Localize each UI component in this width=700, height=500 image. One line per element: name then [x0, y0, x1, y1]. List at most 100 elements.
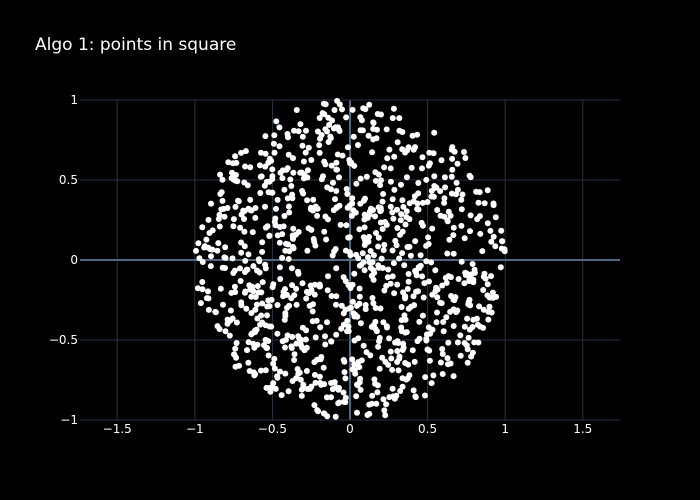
scatter-point — [370, 300, 377, 307]
scatter-point — [361, 267, 368, 274]
scatter-point — [214, 323, 221, 330]
scatter-point — [241, 228, 248, 235]
scatter-point — [326, 121, 333, 128]
scatter-point — [205, 288, 211, 295]
scatter-point — [248, 310, 255, 316]
scatter-point — [325, 273, 331, 280]
scatter-point — [329, 386, 336, 393]
scatter-point — [340, 389, 347, 396]
scatter-point — [401, 262, 408, 269]
scatter-point — [293, 340, 300, 347]
scatter-point — [196, 255, 203, 262]
scatter-point — [455, 276, 462, 282]
scatter-point — [266, 232, 273, 239]
scatter-point — [423, 176, 430, 183]
scatter-point — [259, 239, 266, 246]
scatter-point — [346, 305, 353, 312]
scatter-point — [372, 177, 379, 184]
scatter-point — [466, 275, 473, 282]
scatter-point — [405, 305, 412, 312]
scatter-point — [216, 211, 223, 218]
scatter-point — [448, 190, 455, 197]
scatter-point — [378, 255, 385, 262]
scatter-point — [375, 234, 382, 241]
scatter-point — [208, 200, 214, 207]
scatter-point — [271, 149, 278, 156]
scatter-point — [268, 157, 275, 164]
scatter-point — [199, 224, 206, 231]
scatter-point — [345, 328, 352, 335]
scatter-point — [258, 367, 264, 374]
scatter-point — [237, 224, 244, 231]
scatter-point — [419, 199, 426, 206]
scatter-point — [352, 209, 359, 216]
scatter-point — [339, 152, 346, 159]
scatter-point — [451, 148, 458, 155]
scatter-point — [422, 392, 428, 399]
scatter-point — [262, 203, 268, 210]
scatter-point — [464, 359, 471, 366]
scatter-point — [269, 189, 276, 196]
scatter-point — [461, 323, 468, 330]
scatter-point — [467, 174, 474, 181]
scatter-point — [286, 248, 293, 255]
scatter-point — [265, 297, 272, 304]
scatter-point — [304, 197, 311, 204]
scatter-point — [284, 131, 291, 137]
scatter-point — [243, 305, 250, 312]
scatter-point — [262, 261, 269, 268]
scatter-point — [238, 302, 245, 309]
scatter-point — [282, 344, 288, 351]
scatter-point — [333, 166, 340, 173]
scatter-point — [501, 246, 508, 253]
scatter-point — [262, 322, 269, 329]
scatter-point — [397, 231, 404, 238]
scatter-point — [289, 333, 296, 340]
scatter-point — [246, 368, 253, 374]
scatter-point — [316, 149, 323, 156]
scatter-point — [238, 249, 245, 256]
scatter-point — [398, 317, 405, 324]
scatter-point — [433, 184, 440, 191]
scatter-point — [269, 173, 276, 180]
scatter-point — [404, 375, 411, 382]
scatter-point — [322, 341, 329, 348]
scatter-point — [366, 101, 373, 108]
scatter-point — [387, 348, 394, 355]
scatter-point — [331, 379, 338, 386]
scatter-point — [368, 205, 374, 212]
scatter-point — [380, 319, 387, 326]
scatter-point — [413, 272, 420, 279]
scatter-point — [454, 160, 461, 167]
scatter-point — [385, 266, 392, 273]
scatter-point — [448, 173, 455, 180]
scatter-point — [265, 352, 272, 359]
scatter-point — [446, 236, 453, 243]
scatter-point — [231, 283, 238, 290]
y-axis-ticks: −1 −0.5 0 0.5 1 — [49, 93, 78, 427]
y-tick-label: −0.5 — [49, 333, 78, 347]
scatter-point — [379, 265, 386, 271]
scatter-point — [382, 412, 389, 419]
scatter-point — [356, 293, 363, 300]
scatter-point — [399, 129, 406, 135]
scatter-point — [431, 173, 438, 180]
scatter-point — [274, 302, 281, 308]
scatter-point — [194, 285, 201, 292]
scatter-point — [431, 129, 438, 136]
scatter-point — [274, 374, 281, 381]
scatter-point — [402, 295, 408, 302]
scatter-point — [409, 132, 416, 139]
scatter-point — [394, 139, 401, 146]
scatter-point — [303, 295, 310, 302]
scatter-point — [379, 198, 386, 205]
scatter-point — [490, 233, 497, 240]
scatter-point — [447, 360, 454, 367]
scatter-point — [486, 303, 493, 310]
scatter-point — [349, 106, 356, 113]
scatter-point — [252, 214, 259, 221]
scatter-point — [277, 169, 284, 176]
scatter-point — [450, 306, 457, 313]
scatter-point — [321, 228, 328, 235]
scatter-point — [227, 307, 234, 314]
